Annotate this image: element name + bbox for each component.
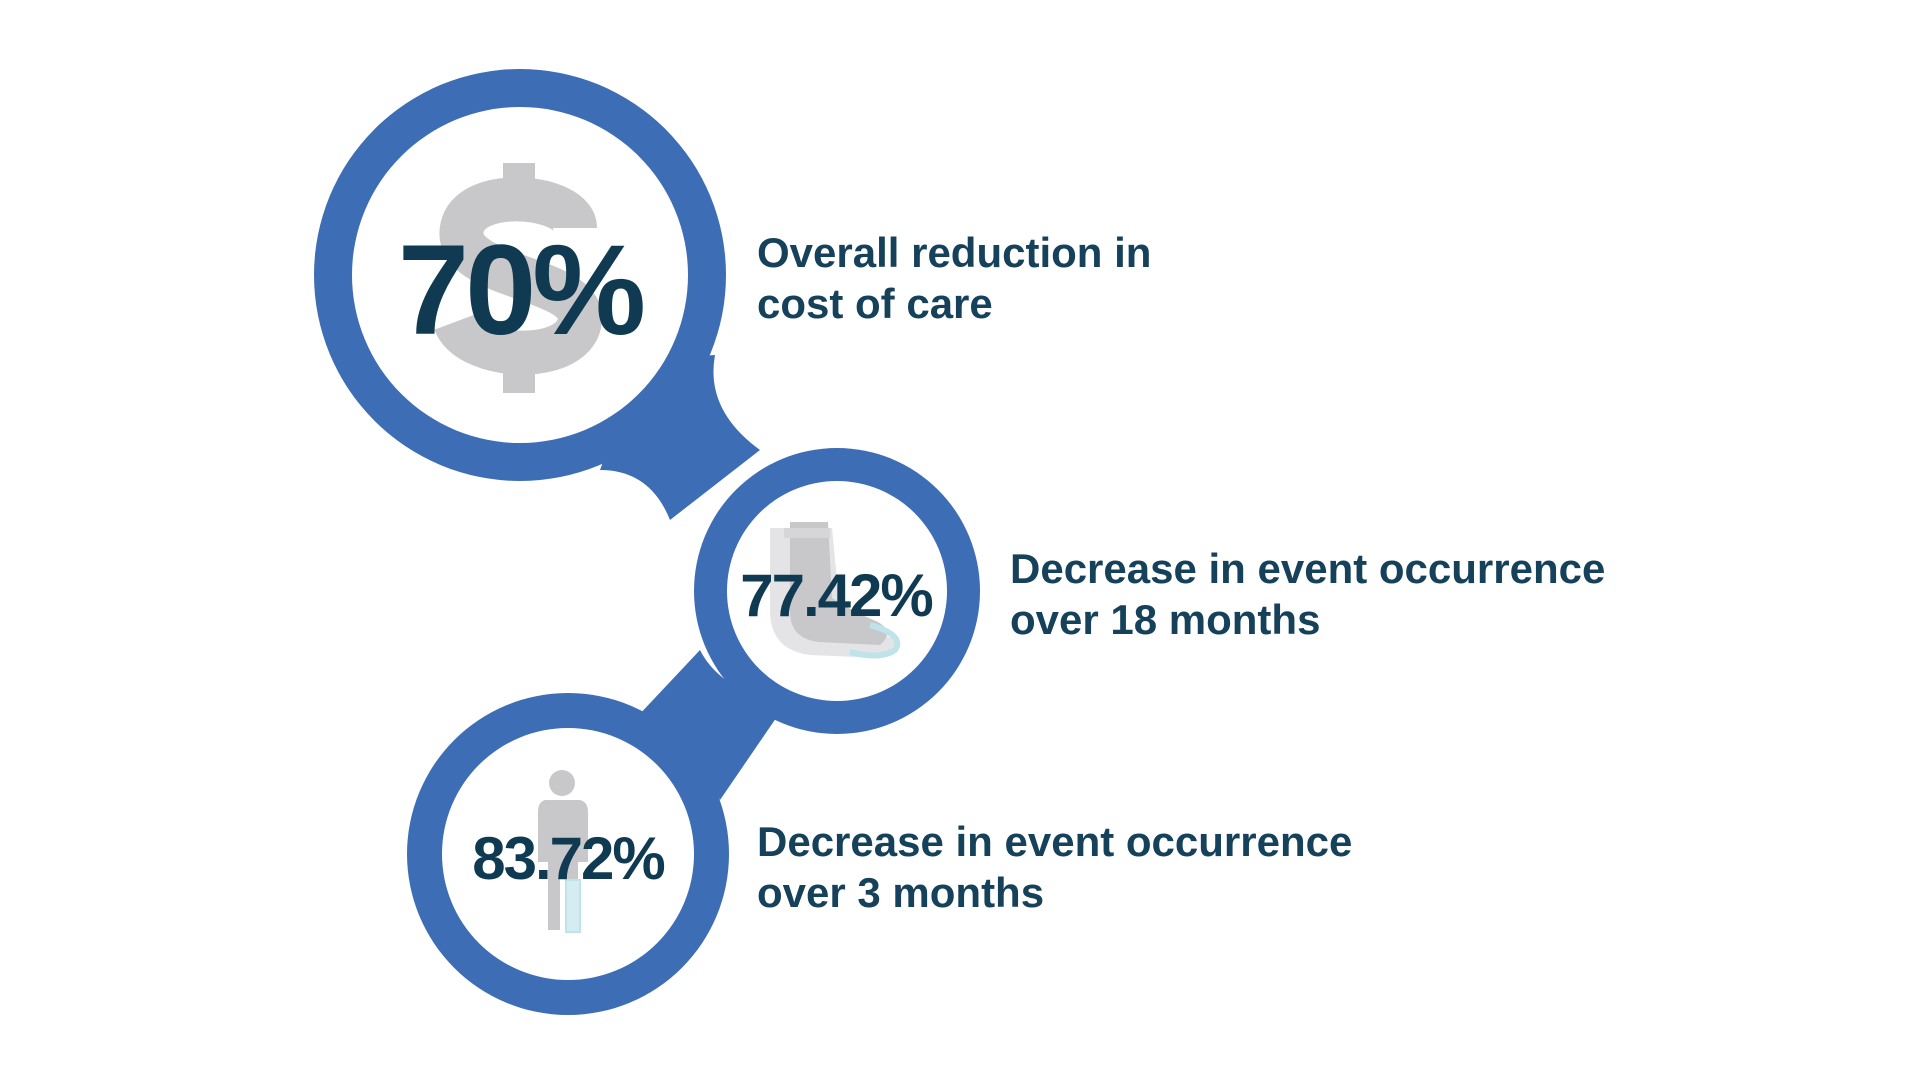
stat-value-3: 83.72% (472, 825, 664, 892)
dollar-sign-icon (434, 163, 603, 393)
caption-1-line-1: Overall reduction in (757, 229, 1152, 276)
caption-2: Decrease in event occurrence over 18 mon… (1010, 543, 1605, 645)
caption-3-line-2: over 3 months (757, 869, 1045, 916)
stat-value-1: 70% (398, 219, 643, 362)
caption-2-line-1: Decrease in event occurrence (1010, 545, 1606, 592)
foot-cast-icon (770, 522, 901, 659)
caption-1-line-2: cost of care (757, 280, 993, 327)
connector-middle-bottom (620, 650, 785, 800)
caption-3: Decrease in event occurrence over 3 mont… (757, 816, 1352, 918)
caption-3-line-1: Decrease in event occurrence (757, 818, 1353, 865)
caption-1: Overall reduction in cost of care (757, 227, 1151, 329)
stat-value-2: 77.42% (740, 562, 932, 629)
caption-2-line-2: over 18 months (1010, 596, 1321, 643)
person-leg-brace-icon (538, 770, 588, 933)
